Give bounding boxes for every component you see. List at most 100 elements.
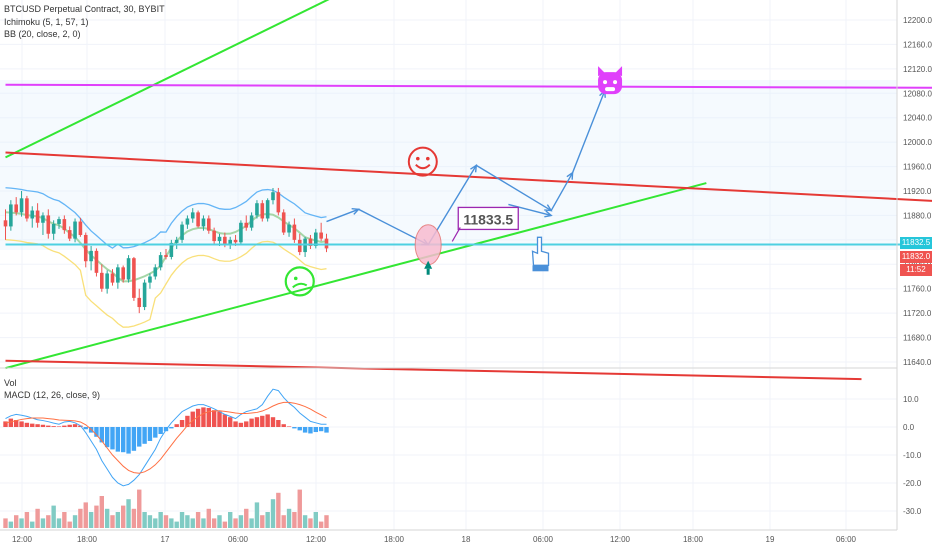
price-axis[interactable]: 12200.0 12160.0 12120.0 12080.0 12040.0 12000… (903, 16, 932, 367)
candle-body (51, 223, 56, 234)
volume-bar (19, 518, 24, 528)
candle-body (41, 215, 45, 223)
cat-eye-icon (603, 80, 608, 85)
hand-cuff-icon (532, 265, 549, 272)
price-tick-label: 11960.0 (903, 163, 932, 172)
smiley-mouth-icon (415, 163, 431, 170)
macd-histogram-bar (158, 427, 163, 434)
vol-label[interactable]: Vol (4, 378, 17, 388)
candle-body (110, 273, 115, 283)
price-tick-label: 11720.0 (903, 309, 932, 318)
candle-body (314, 232, 318, 246)
bb-label[interactable]: BB (20, close, 2, 0) (4, 29, 81, 39)
price-tick-label: 11760.0 (903, 285, 932, 294)
cat-nose-icon (605, 87, 616, 92)
volume-bar (126, 499, 131, 528)
volume-bar (211, 518, 217, 528)
time-axis[interactable]: 12:00 18:00 17 06:00 12:00 18:00 18 06:00 12:00 1… (12, 535, 857, 544)
macd-histogram-bar (260, 415, 265, 427)
macd-histogram-bar (40, 424, 46, 427)
price-tick-label: 12200.0 (903, 16, 932, 25)
macd-histogram-bar (131, 427, 137, 451)
volume-bar (110, 515, 115, 528)
volume-bar (8, 521, 14, 528)
macd-histogram-bar (244, 421, 249, 427)
volume-bars (3, 489, 329, 528)
volume-bar (302, 515, 308, 528)
candle-body (67, 230, 72, 239)
macd-histogram-bar (137, 427, 142, 447)
macd-histogram-bar (51, 426, 56, 427)
volume-bar (228, 512, 233, 528)
macd-histogram-bar (46, 425, 51, 427)
macd-histogram-bar (286, 426, 292, 427)
volume-bar (104, 508, 110, 528)
macd-histogram-bar (302, 427, 308, 433)
macd-label[interactable]: MACD (12, 26, close, 9) (4, 390, 101, 400)
macd-histogram-bar (179, 420, 185, 427)
candle-body (30, 210, 35, 219)
macd-histogram-bar (30, 423, 35, 427)
time-tick-label: 18:00 (683, 535, 704, 544)
macd-histogram-bar (238, 422, 244, 427)
macd-histogram-bar (249, 418, 254, 427)
target-circle (414, 224, 442, 266)
macd-histogram-bar (281, 424, 286, 427)
candle-body (83, 234, 88, 262)
projection-arrows (326, 89, 606, 246)
candle-body (207, 218, 211, 231)
projection-arrowhead (351, 208, 361, 215)
volume-bar (94, 505, 99, 528)
volume-bar (78, 508, 83, 528)
macd-histogram-bar (8, 418, 14, 427)
macd-histogram-bar (94, 427, 99, 437)
candle-body (196, 212, 200, 227)
time-tick-label: 12:00 (12, 535, 33, 544)
candle-body (35, 210, 40, 223)
up-arrow-icon (424, 260, 433, 269)
candle-body (308, 238, 313, 246)
cat-eye-icon (613, 80, 618, 85)
projection-side-path (508, 203, 552, 217)
price-tick-label: 12080.0 (903, 89, 932, 98)
volume-bar (276, 492, 281, 528)
trend-line (5, 0, 330, 159)
volume-bar (308, 518, 313, 528)
smiley-eye-icon (426, 156, 430, 161)
volume-bar (62, 512, 67, 528)
cat-ear-icon (615, 66, 623, 77)
macd-histogram-bar (147, 427, 153, 441)
candle-body (239, 222, 243, 243)
candle-body (169, 242, 174, 257)
macd-histogram-bar (233, 421, 238, 427)
volume-bar (56, 518, 62, 528)
macd-tick-label: 10.0 (903, 395, 919, 404)
candle-body (132, 258, 136, 298)
macd-histogram-bar (62, 425, 67, 427)
macd-histogram-bar (115, 427, 121, 452)
price-tick-label: 11680.0 (903, 334, 932, 343)
candle-body (164, 255, 168, 257)
ichimoku-label[interactable]: Ichimoku (5, 1, 57, 1) (4, 17, 89, 27)
candle-body (148, 276, 152, 283)
volume-bar (158, 512, 163, 528)
trend-line (5, 359, 862, 381)
volume-bar (270, 499, 276, 528)
candles-group (3, 187, 329, 314)
macd-tick-label: -10.0 (903, 451, 922, 460)
candle-body (265, 200, 270, 219)
projection-arrowhead (566, 171, 574, 180)
projection-arrowhead (470, 163, 478, 173)
macd-histogram-bar (72, 424, 78, 427)
chart-title: BTCUSD Perpetual Contract, 30, BYBIT (4, 4, 165, 14)
price-tick-label: 11920.0 (903, 187, 932, 196)
volume-bar (163, 515, 169, 528)
candle-body (121, 267, 125, 280)
macd-histogram-bar (126, 427, 131, 454)
macd-histogram-bar (153, 427, 158, 438)
candle-body (3, 220, 8, 227)
volume-bar (190, 518, 195, 528)
projection-arrowhead (544, 210, 553, 218)
time-tick-label: 18:00 (384, 535, 405, 544)
